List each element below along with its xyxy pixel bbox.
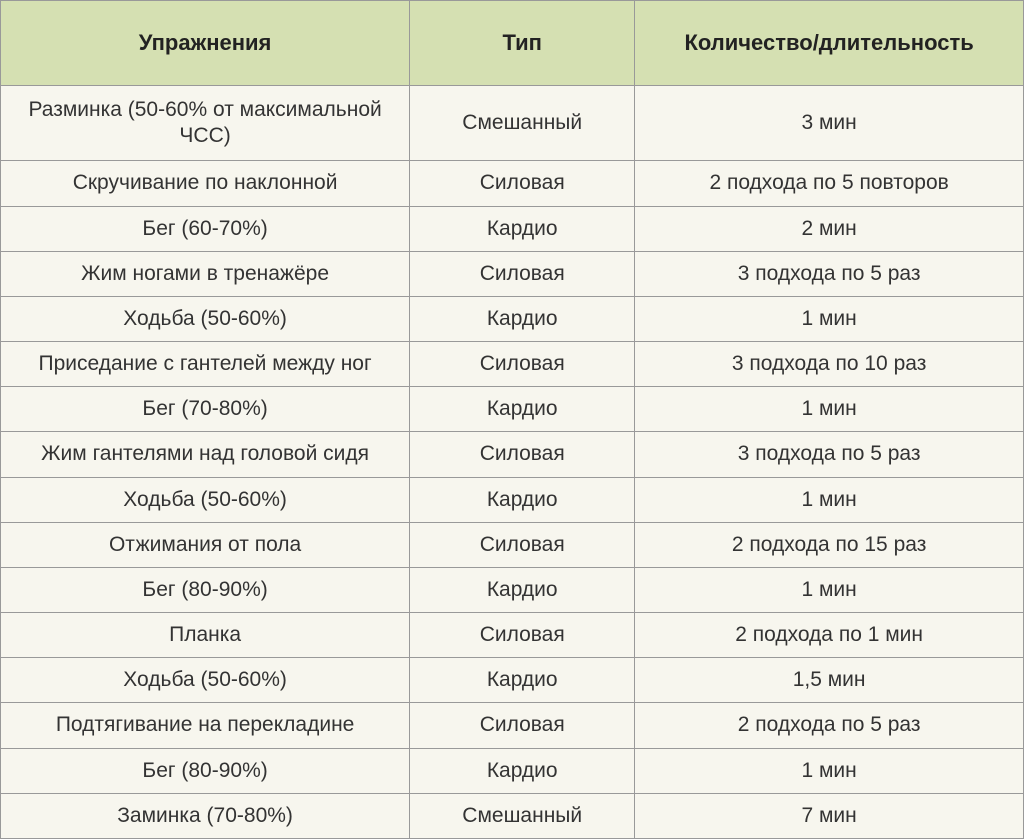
cell-type: Силовая <box>410 703 635 748</box>
table-row: Бег (70-80%)Кардио1 мин <box>1 387 1024 432</box>
cell-amount: 1 мин <box>635 296 1024 341</box>
cell-amount: 1 мин <box>635 748 1024 793</box>
cell-amount: 3 мин <box>635 86 1024 161</box>
table-header: Упражнения Тип Количество/длительность <box>1 1 1024 86</box>
cell-amount: 2 подхода по 1 мин <box>635 613 1024 658</box>
column-header-amount: Количество/длительность <box>635 1 1024 86</box>
cell-type: Силовая <box>410 161 635 206</box>
cell-amount: 2 подхода по 5 раз <box>635 703 1024 748</box>
cell-exercise: Бег (80-90%) <box>1 567 410 612</box>
cell-amount: 2 подхода по 15 раз <box>635 522 1024 567</box>
cell-type: Кардио <box>410 658 635 703</box>
cell-amount: 1 мин <box>635 477 1024 522</box>
cell-type: Силовая <box>410 251 635 296</box>
cell-type: Силовая <box>410 613 635 658</box>
cell-amount: 2 подхода по 5 повторов <box>635 161 1024 206</box>
table-row: Ходьба (50-60%)Кардио1 мин <box>1 477 1024 522</box>
cell-type: Кардио <box>410 748 635 793</box>
cell-exercise: Ходьба (50-60%) <box>1 296 410 341</box>
cell-type: Смешанный <box>410 793 635 838</box>
cell-type: Кардио <box>410 387 635 432</box>
table-row: Жим ногами в тренажёреСиловая3 подхода п… <box>1 251 1024 296</box>
table-row: Скручивание по наклоннойСиловая2 подхода… <box>1 161 1024 206</box>
table-body: Разминка (50-60% от максимальной ЧСС)Сме… <box>1 86 1024 839</box>
cell-exercise: Ходьба (50-60%) <box>1 658 410 703</box>
cell-exercise: Бег (60-70%) <box>1 206 410 251</box>
cell-exercise: Планка <box>1 613 410 658</box>
cell-amount: 7 мин <box>635 793 1024 838</box>
table-header-row: Упражнения Тип Количество/длительность <box>1 1 1024 86</box>
cell-exercise: Приседание с гантелей между ног <box>1 342 410 387</box>
cell-amount: 1,5 мин <box>635 658 1024 703</box>
cell-amount: 3 подхода по 5 раз <box>635 251 1024 296</box>
cell-type: Смешанный <box>410 86 635 161</box>
cell-type: Силовая <box>410 522 635 567</box>
cell-type: Кардио <box>410 206 635 251</box>
exercise-table-container: Упражнения Тип Количество/длительность Р… <box>0 0 1024 839</box>
column-header-type: Тип <box>410 1 635 86</box>
cell-amount: 3 подхода по 5 раз <box>635 432 1024 477</box>
table-row: Бег (80-90%)Кардио1 мин <box>1 748 1024 793</box>
cell-amount: 3 подхода по 10 раз <box>635 342 1024 387</box>
table-row: Ходьба (50-60%)Кардио1 мин <box>1 296 1024 341</box>
cell-exercise: Скручивание по наклонной <box>1 161 410 206</box>
table-row: Приседание с гантелей между ногСиловая3 … <box>1 342 1024 387</box>
cell-exercise: Бег (80-90%) <box>1 748 410 793</box>
table-row: Разминка (50-60% от максимальной ЧСС)Сме… <box>1 86 1024 161</box>
cell-exercise: Отжимания от пола <box>1 522 410 567</box>
cell-type: Кардио <box>410 296 635 341</box>
column-header-exercise: Упражнения <box>1 1 410 86</box>
cell-exercise: Ходьба (50-60%) <box>1 477 410 522</box>
table-row: Ходьба (50-60%)Кардио1,5 мин <box>1 658 1024 703</box>
table-row: Отжимания от полаСиловая2 подхода по 15 … <box>1 522 1024 567</box>
cell-exercise: Заминка (70-80%) <box>1 793 410 838</box>
cell-amount: 1 мин <box>635 387 1024 432</box>
cell-type: Кардио <box>410 567 635 612</box>
cell-exercise: Бег (70-80%) <box>1 387 410 432</box>
table-row: ПланкаСиловая2 подхода по 1 мин <box>1 613 1024 658</box>
cell-exercise: Жим ногами в тренажёре <box>1 251 410 296</box>
cell-exercise: Подтягивание на перекладине <box>1 703 410 748</box>
cell-amount: 2 мин <box>635 206 1024 251</box>
table-row: Бег (60-70%)Кардио2 мин <box>1 206 1024 251</box>
cell-exercise: Разминка (50-60% от максимальной ЧСС) <box>1 86 410 161</box>
table-row: Бег (80-90%)Кардио1 мин <box>1 567 1024 612</box>
exercise-table: Упражнения Тип Количество/длительность Р… <box>0 0 1024 839</box>
cell-exercise: Жим гантелями над головой сидя <box>1 432 410 477</box>
table-row: Заминка (70-80%)Смешанный7 мин <box>1 793 1024 838</box>
cell-amount: 1 мин <box>635 567 1024 612</box>
cell-type: Кардио <box>410 477 635 522</box>
table-row: Жим гантелями над головой сидяСиловая3 п… <box>1 432 1024 477</box>
table-row: Подтягивание на перекладинеСиловая2 подх… <box>1 703 1024 748</box>
cell-type: Силовая <box>410 342 635 387</box>
cell-type: Силовая <box>410 432 635 477</box>
